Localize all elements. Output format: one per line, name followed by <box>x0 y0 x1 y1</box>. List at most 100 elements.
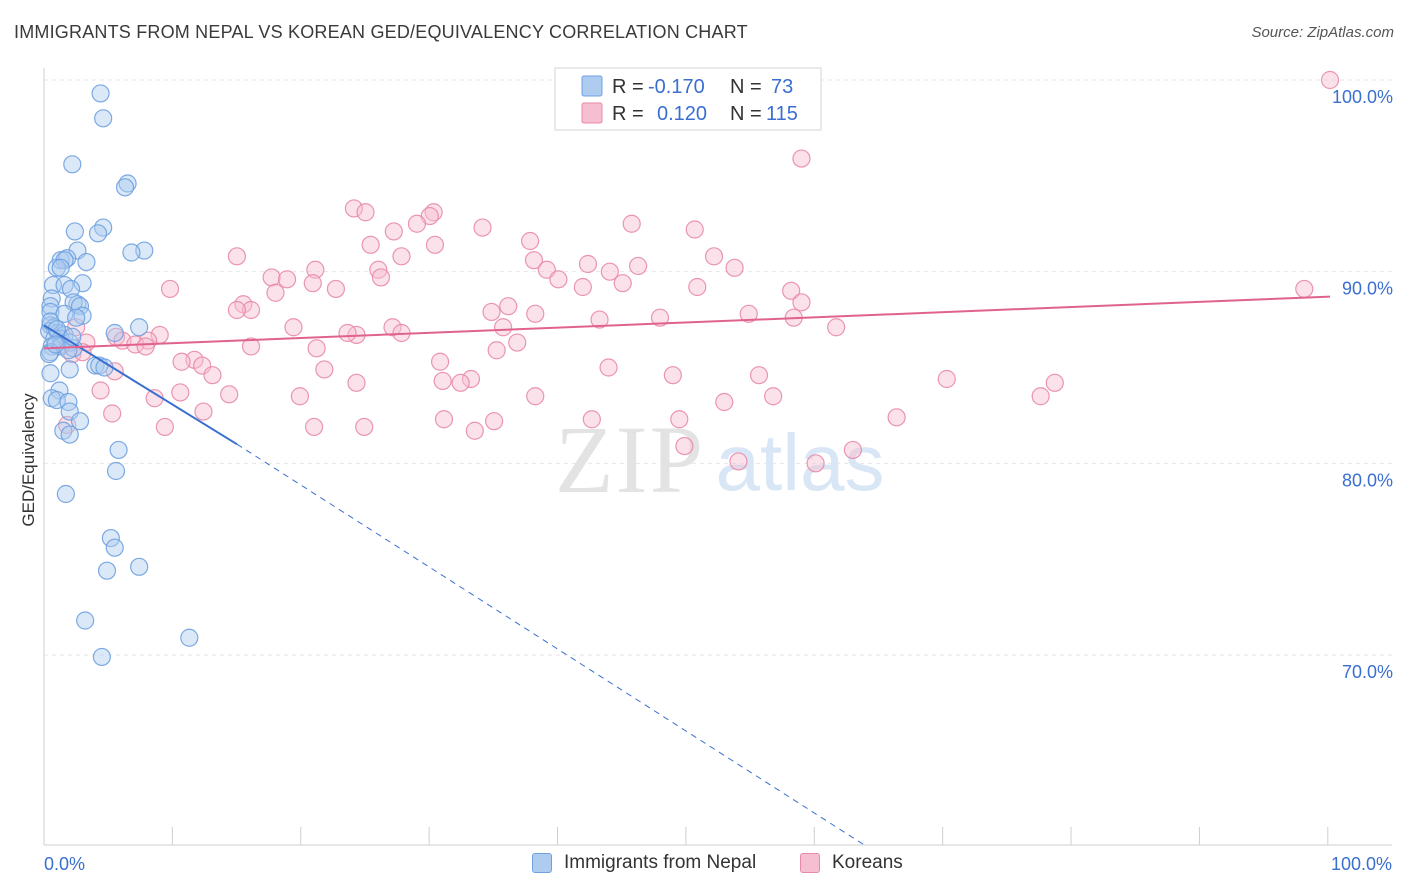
legend-swatch-nepal <box>581 75 603 97</box>
point-koreans <box>599 358 618 377</box>
point-koreans <box>613 274 632 293</box>
point-koreans <box>392 247 411 266</box>
point-koreans <box>792 293 811 312</box>
legend-r-value-1: -0.170 <box>648 76 705 98</box>
point-koreans <box>384 222 403 241</box>
legend-n-value-1: 73 <box>771 76 793 98</box>
point-koreans <box>650 308 670 327</box>
point-nepal <box>92 647 111 667</box>
point-koreans <box>307 339 326 358</box>
point-nepal <box>46 335 65 354</box>
point-nepal <box>60 425 79 444</box>
point-nepal <box>105 538 124 557</box>
point-koreans <box>573 277 592 297</box>
point-koreans <box>675 436 694 456</box>
point-nepal <box>55 304 74 323</box>
point-koreans <box>425 235 445 254</box>
point-koreans <box>241 300 261 320</box>
chart-title: IMMIGRANTS FROM NEPAL VS KOREAN GED/EQUI… <box>14 22 748 42</box>
point-nepal <box>91 84 110 103</box>
point-koreans <box>582 410 601 429</box>
point-nepal <box>115 178 135 197</box>
point-koreans <box>1045 373 1064 392</box>
point-nepal <box>73 274 92 293</box>
point-koreans <box>1320 70 1340 90</box>
point-koreans <box>266 283 285 302</box>
point-nepal <box>47 258 66 277</box>
y-tick-label: 80.0% <box>1342 470 1393 490</box>
point-nepal <box>61 279 81 299</box>
y-axis-label: GED/Equivalency <box>19 393 38 527</box>
point-koreans <box>371 268 391 287</box>
y-tick-label: 70.0% <box>1342 662 1393 682</box>
point-koreans <box>526 387 545 406</box>
point-koreans <box>434 410 454 429</box>
legend-bottom-swatch-nepal <box>532 853 552 873</box>
point-koreans <box>578 254 598 274</box>
point-nepal <box>88 224 108 243</box>
point-koreans <box>549 270 568 289</box>
point-koreans <box>171 383 190 402</box>
point-koreans <box>160 279 180 299</box>
point-koreans <box>262 268 281 287</box>
point-koreans <box>347 373 366 392</box>
point-nepal <box>94 218 113 237</box>
point-nepal <box>65 222 84 241</box>
point-koreans <box>739 304 758 323</box>
point-koreans <box>465 421 484 440</box>
axes <box>43 68 1392 846</box>
tick-labels: 70.0% 80.0% 90.0% 100.0% 0.0% 100.0% <box>44 87 1393 874</box>
point-nepal <box>109 440 128 460</box>
point-koreans <box>241 337 261 356</box>
point-nepal <box>41 364 60 383</box>
point-koreans <box>725 258 744 277</box>
point-koreans <box>764 387 783 406</box>
point-koreans <box>524 251 544 270</box>
trend-line-nepal-extension <box>236 443 868 848</box>
point-koreans <box>91 381 110 400</box>
watermark-atlas: atlas <box>716 418 885 507</box>
point-koreans <box>383 318 402 337</box>
point-koreans <box>887 408 906 427</box>
point-nepal <box>94 109 113 128</box>
point-koreans <box>715 392 734 412</box>
point-nepal <box>73 306 92 325</box>
series-nepal <box>40 84 199 667</box>
legend-n-label-2: N = <box>730 103 762 125</box>
point-nepal <box>60 360 79 379</box>
legend-label-koreans: Koreans <box>832 852 903 873</box>
point-koreans <box>526 304 545 323</box>
point-koreans <box>937 369 956 389</box>
point-koreans <box>155 417 174 437</box>
legend-n-label-1: N = <box>730 76 762 98</box>
point-koreans <box>326 279 346 299</box>
point-nepal <box>130 557 149 576</box>
point-koreans <box>494 318 513 337</box>
point-nepal <box>130 318 149 337</box>
legend-item-nepal: Immigrants from Nepal <box>532 852 756 874</box>
point-koreans <box>356 203 375 222</box>
point-koreans <box>670 410 689 429</box>
point-nepal <box>41 302 60 322</box>
point-nepal <box>40 344 59 364</box>
point-nepal <box>67 308 86 327</box>
point-koreans <box>508 333 527 352</box>
point-koreans <box>277 270 297 289</box>
point-koreans <box>304 417 324 437</box>
point-nepal <box>105 323 124 343</box>
x-tick-label: 100.0% <box>1331 854 1392 874</box>
point-koreans <box>663 366 682 385</box>
y-tick-label: 100.0% <box>1332 87 1393 107</box>
point-koreans <box>103 404 122 423</box>
point-koreans <box>290 387 310 406</box>
legend-r-value-2: 0.120 <box>657 103 707 125</box>
point-koreans <box>1295 279 1314 299</box>
point-koreans <box>355 417 374 437</box>
point-koreans <box>782 281 801 300</box>
point-nepal <box>97 561 117 580</box>
trend-lines <box>43 295 1331 848</box>
point-koreans <box>792 149 811 168</box>
point-koreans <box>473 218 492 237</box>
point-koreans <box>590 310 609 329</box>
